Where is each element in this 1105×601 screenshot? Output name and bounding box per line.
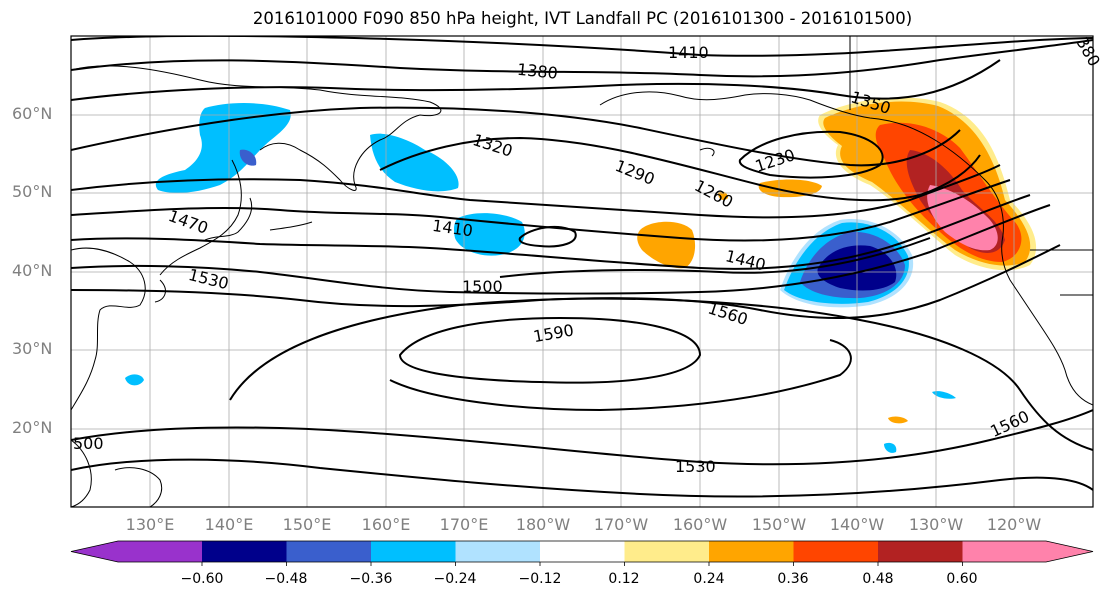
colorbar-segment	[371, 541, 456, 562]
lon-label: 160°E	[361, 515, 411, 534]
lon-label: 170°W	[593, 515, 649, 534]
colorbar-tick-label: −0.60	[180, 571, 224, 587]
colorbar-tick-label: −0.36	[349, 571, 393, 587]
colorbar-segment	[624, 541, 710, 562]
coastlines	[71, 36, 1093, 507]
contour-label: 1380	[516, 60, 558, 83]
lon-label: 150°E	[282, 515, 332, 534]
contour-label: 1440	[724, 246, 768, 274]
contour-label: 500	[73, 434, 104, 453]
lat-label: 20°N	[12, 418, 53, 437]
contour-label: 1590	[532, 320, 575, 346]
colorbar-segment	[455, 541, 541, 562]
contour-label: 1500	[462, 277, 503, 296]
lon-label: 120°W	[986, 515, 1042, 534]
colorbar-tick-label: 0.12	[608, 571, 640, 587]
contour-label: 1320	[470, 130, 515, 161]
lon-label: 130°W	[908, 515, 964, 534]
shading-positive	[637, 97, 1037, 424]
colorbar-segment	[286, 541, 372, 562]
contour-label: 1470	[166, 206, 211, 238]
colorbar-segment	[540, 541, 625, 562]
colorbar-segment	[793, 541, 879, 562]
map-frame	[70, 35, 1094, 508]
lon-label: 140°W	[829, 515, 885, 534]
height-contours	[71, 36, 1093, 498]
colorbar-tick-label: 0.60	[946, 571, 978, 587]
colorbar	[70, 540, 1094, 566]
lon-label: 180°W	[515, 515, 571, 534]
colorbar-segment	[962, 541, 1046, 562]
shading-negative	[125, 103, 956, 453]
colorbar-tick-label: −0.48	[264, 571, 308, 587]
colorbar-segment	[878, 541, 963, 562]
lat-label: 30°N	[12, 339, 53, 358]
colorbar-extend-max	[1046, 541, 1093, 562]
colorbar-segment	[709, 541, 794, 562]
lat-label: 50°N	[12, 182, 53, 201]
contour-label: 1410	[668, 43, 709, 62]
colorbar-extend-min	[71, 541, 118, 562]
colorbar-tick-label: −0.12	[518, 571, 562, 587]
lon-label: 130°E	[125, 515, 175, 534]
lon-label: 140°E	[204, 515, 254, 534]
colorbar-tick-label: 0.24	[693, 571, 725, 587]
lon-label: 160°W	[672, 515, 728, 534]
lon-label: 170°E	[439, 515, 489, 534]
colorbar-segment	[118, 541, 202, 562]
colorbar-outline	[70, 540, 1094, 563]
colorbar-tick-label: 0.48	[862, 571, 894, 587]
lon-label: 150°W	[751, 515, 807, 534]
contour-label: 1230	[753, 145, 798, 176]
lat-label: 40°N	[12, 261, 53, 280]
colorbar-tick-label: 0.36	[777, 571, 809, 587]
contour-label: 1290	[613, 156, 658, 189]
contour-label: 1530	[675, 457, 716, 476]
colorbar-tick-label: −0.24	[433, 571, 477, 587]
map-title: 2016101000 F090 850 hPa height, IVT Land…	[252, 9, 913, 28]
contour-label: 1560	[706, 298, 751, 329]
colorbar-segment	[202, 541, 287, 562]
contour-label: 1260	[691, 176, 736, 212]
lat-label: 60°N	[12, 104, 53, 123]
